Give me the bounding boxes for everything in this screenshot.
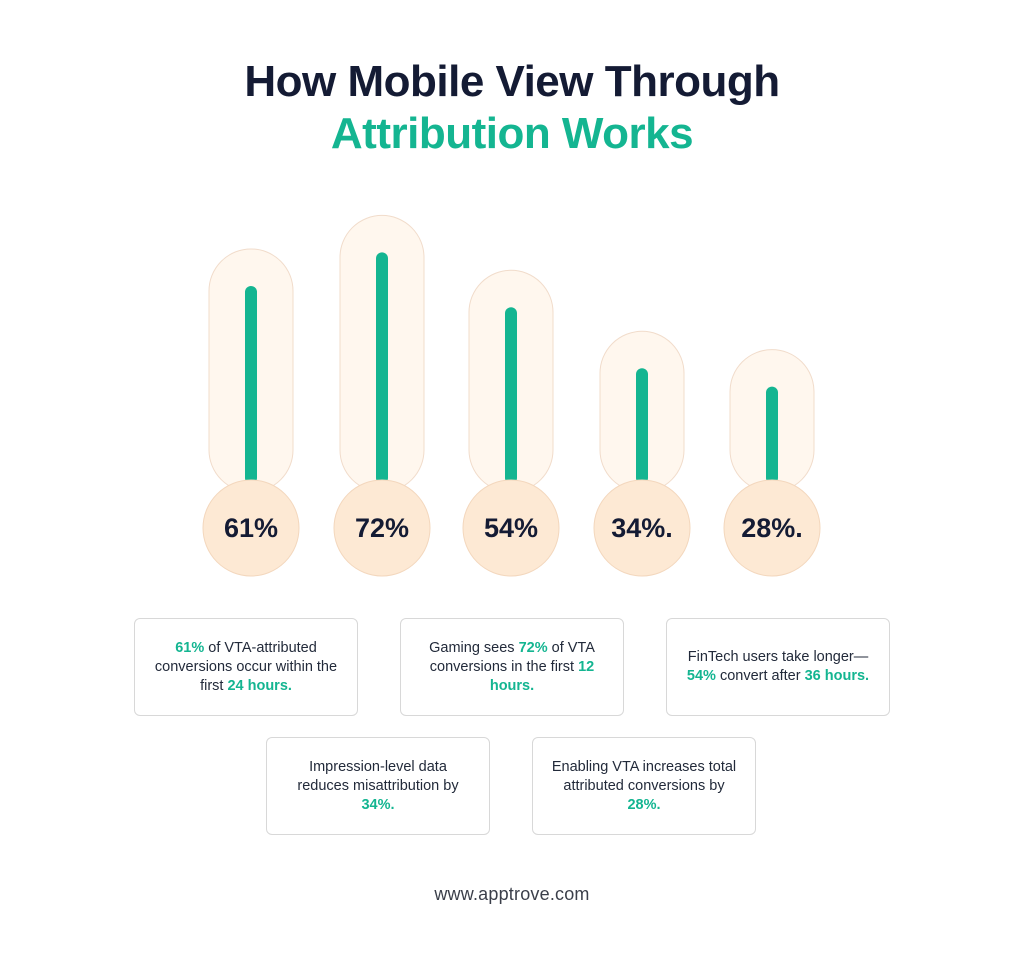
card-text-segment: of VTA-attributed conversions occur with… xyxy=(154,639,338,694)
footer-url[interactable]: www.apptrove.com xyxy=(434,884,590,904)
highlight-stat: 24 hours. xyxy=(227,677,292,694)
stat-card-3: FinTech users take longer— 54% convert af… xyxy=(666,618,890,716)
bar-label-1: 61% xyxy=(224,513,278,543)
highlight-stat: 36 hours. xyxy=(804,668,870,684)
stat-card-2: Gaming sees 72% of VTA conversions in th… xyxy=(400,618,624,716)
highlight-stat: 54% xyxy=(686,668,716,684)
card-text-segment: Gaming sees xyxy=(429,639,519,656)
value-bubble-4 xyxy=(593,479,691,577)
stat-card-4: Impression-level data reduces misattribu… xyxy=(266,737,490,835)
card-text-segment: convert after xyxy=(715,668,805,684)
stat-card-text: Enabling VTA increases total attributed … xyxy=(549,758,739,815)
stat-card-text: Gaming sees 72% of VTA conversions in th… xyxy=(417,639,607,696)
value-bubble-3 xyxy=(462,479,560,577)
bar-label-3: 54% xyxy=(484,513,538,543)
card-text-segment: FinTech users take longer— xyxy=(687,649,869,665)
value-bubble-2 xyxy=(333,479,431,577)
stat-card-text: Impression-level data reduces misattribu… xyxy=(283,758,473,815)
highlight-stat: 12 hours. xyxy=(489,658,595,694)
stat-card-text: 61% of VTA-attributed conversions occur … xyxy=(151,639,341,696)
bar-label-2: 72% xyxy=(355,513,409,543)
highlight-stat: 28%. xyxy=(627,796,661,813)
highlight-stat: 34%. xyxy=(361,796,395,813)
value-bubble-5 xyxy=(723,479,821,577)
bar-label-5: 28%. xyxy=(741,513,803,543)
card-text-segment: Impression-level data reduces misattribu… xyxy=(297,758,459,794)
card-text-segment: Enabling VTA increases total attributed … xyxy=(551,758,737,794)
title-line-1: How Mobile View Through xyxy=(244,57,780,106)
stat-card-5: Enabling VTA increases total attributed … xyxy=(532,737,756,835)
card-text-segment: of VTA conversions in the first xyxy=(429,639,595,675)
bar-label-4: 34%. xyxy=(611,513,673,543)
stat-card-1: 61% of VTA-attributed conversions occur … xyxy=(134,618,358,716)
title-line-2: Attribution Works xyxy=(330,109,694,158)
value-bubble-1 xyxy=(202,479,300,577)
bar-chart: 61% 72% 54% 34%. 28%. xyxy=(202,214,821,577)
highlight-stat: 61% xyxy=(175,639,205,656)
stat-card-text: FinTech users take longer— 54% convert af… xyxy=(683,648,873,686)
highlight-stat: 72% xyxy=(518,639,548,656)
